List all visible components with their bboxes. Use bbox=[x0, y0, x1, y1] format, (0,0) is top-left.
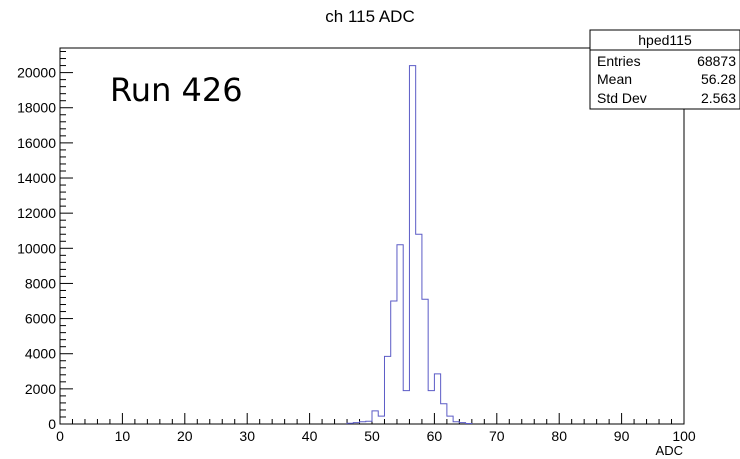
y-tick-label: 20000 bbox=[17, 65, 56, 81]
histogram-bin bbox=[434, 374, 440, 424]
y-tick-label: 8000 bbox=[25, 275, 56, 291]
x-tick-label: 0 bbox=[56, 428, 64, 444]
x-tick-label: 40 bbox=[302, 428, 318, 444]
run-label: Run 426 bbox=[110, 71, 243, 109]
y-tick-label: 4000 bbox=[25, 346, 56, 362]
y-tick-label: 12000 bbox=[17, 205, 56, 221]
stats-mean-value: 56.28 bbox=[701, 71, 736, 87]
histogram-bin bbox=[384, 356, 390, 424]
stats-stddev-label: Std Dev bbox=[597, 90, 647, 106]
histogram-bin bbox=[372, 411, 378, 424]
stats-box-frame bbox=[589, 29, 740, 110]
stats-stddev-value: 2.563 bbox=[701, 90, 736, 106]
chart-title: ch 115 ADC bbox=[325, 7, 414, 26]
stats-entries-value: 68873 bbox=[697, 53, 736, 69]
y-axis: 0 2000 4000 6000 8000 10000 12000 14000 16000 180… bbox=[17, 51, 73, 432]
histogram-line bbox=[346, 65, 473, 424]
histogram-bin bbox=[391, 301, 397, 424]
histogram-bin bbox=[428, 391, 434, 424]
histogram-bin bbox=[447, 416, 453, 424]
x-axis-label: ADC bbox=[656, 443, 683, 458]
histogram-bin bbox=[441, 404, 447, 424]
y-tick-label: 6000 bbox=[25, 311, 56, 327]
x-tick-label: 60 bbox=[427, 428, 443, 444]
y-tick-label: 14000 bbox=[17, 170, 56, 186]
histogram-bin bbox=[378, 416, 384, 424]
histogram-bin bbox=[403, 391, 409, 424]
x-tick-label: 50 bbox=[364, 428, 380, 444]
histogram-bin bbox=[409, 66, 415, 424]
histogram-bin bbox=[397, 245, 403, 424]
y-tick-label: 0 bbox=[48, 416, 56, 432]
x-tick-label: 70 bbox=[489, 428, 505, 444]
stats-mean-label: Mean bbox=[597, 71, 632, 87]
stats-entries-label: Entries bbox=[597, 53, 641, 69]
y-tick-label: 10000 bbox=[17, 240, 56, 256]
histogram-bin bbox=[416, 234, 422, 424]
x-tick-label: 90 bbox=[614, 428, 630, 444]
y-tick-label: 18000 bbox=[17, 100, 56, 116]
stats-box-title: hped115 bbox=[638, 32, 692, 48]
x-tick-label: 10 bbox=[115, 428, 131, 444]
x-tick-label: 100 bbox=[672, 428, 696, 444]
x-tick-label: 80 bbox=[551, 428, 567, 444]
x-tick-label: 20 bbox=[177, 428, 193, 444]
x-tick-label: 30 bbox=[239, 428, 255, 444]
x-axis: 0 10 20 30 40 50 60 70 80 90 100 bbox=[56, 413, 696, 444]
histogram-bin bbox=[422, 299, 428, 424]
y-tick-label: 16000 bbox=[17, 135, 56, 151]
y-tick-label: 2000 bbox=[25, 381, 56, 397]
stats-box: hped115 Entries 68873 Mean 56.28 Std Dev… bbox=[589, 29, 740, 110]
